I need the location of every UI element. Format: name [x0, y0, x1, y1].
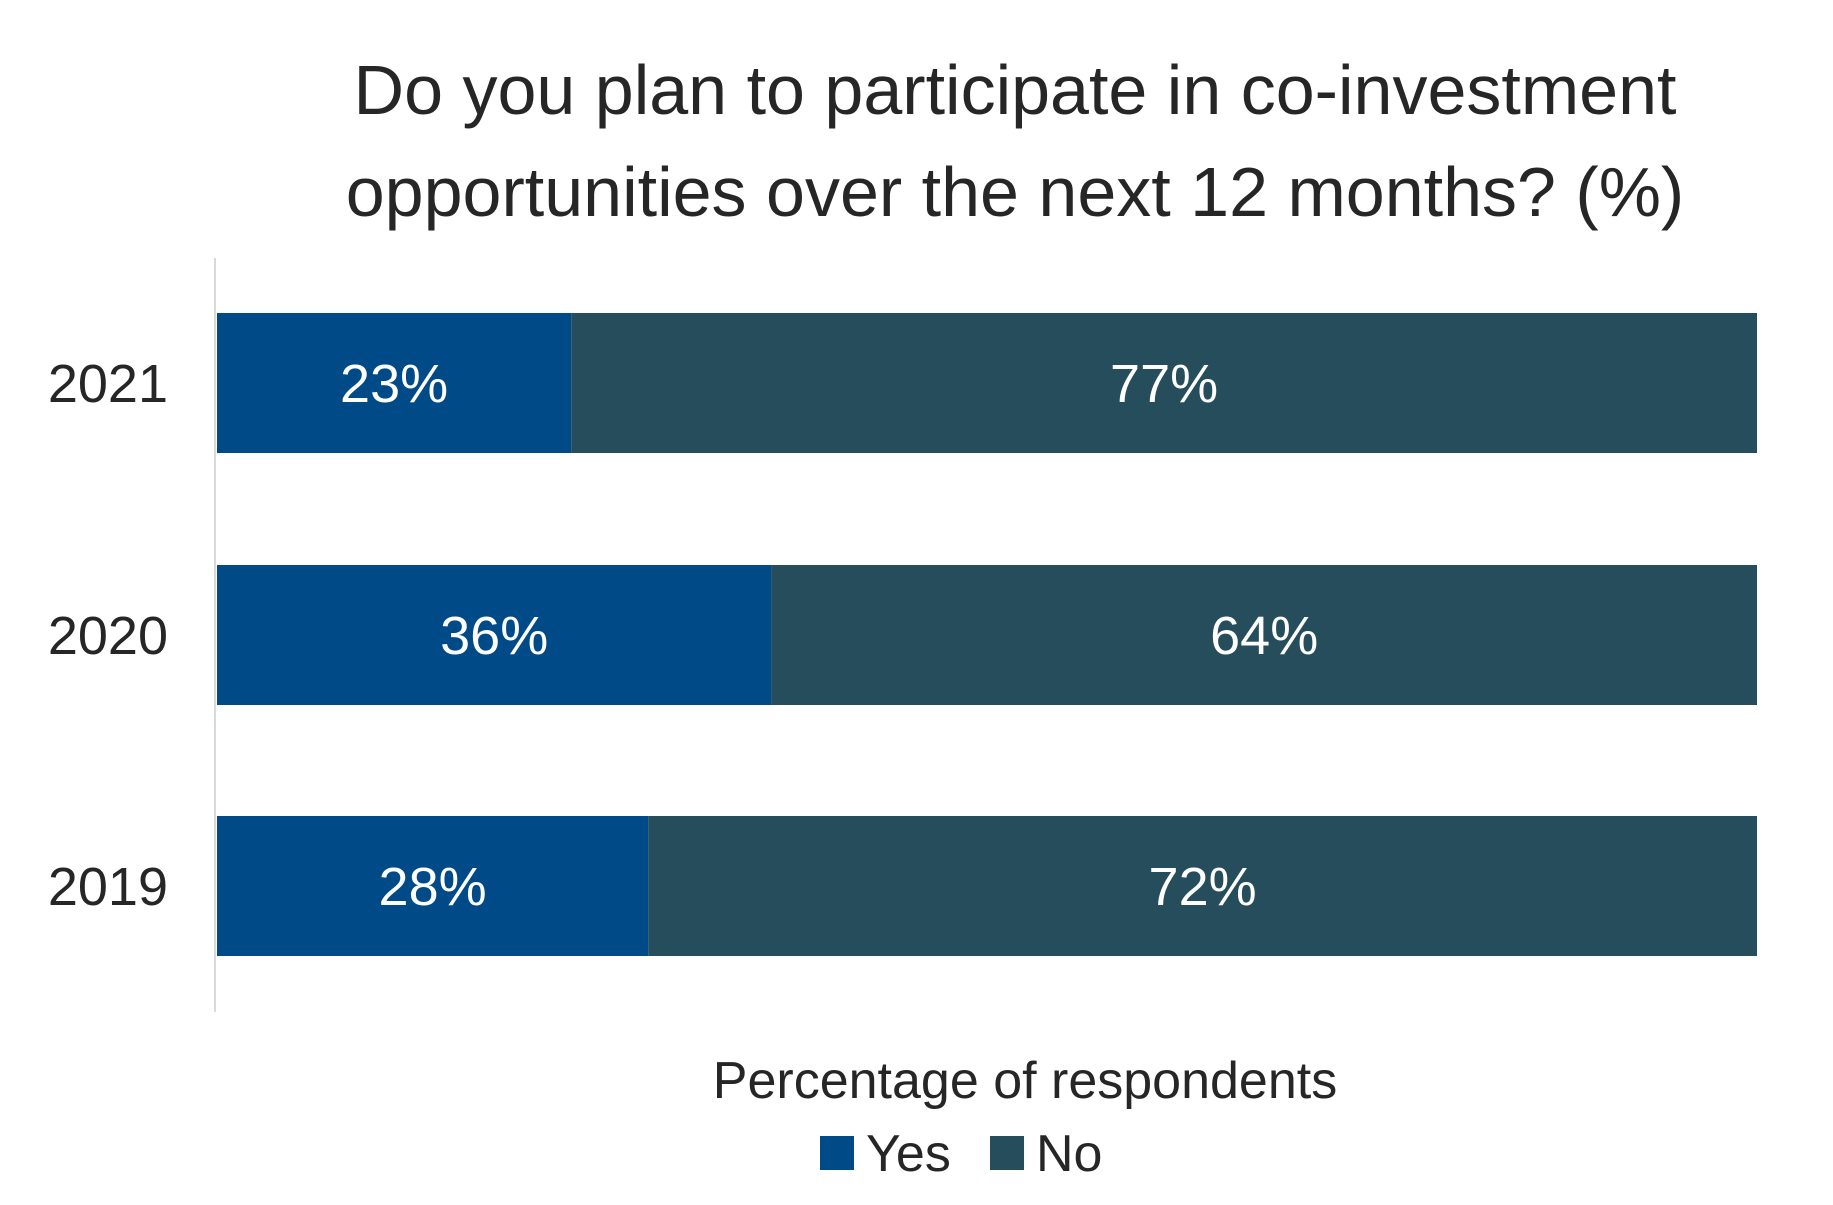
chart-title-line-1: Do you plan to participate in co-investm…: [354, 51, 1677, 129]
legend-label-no: No: [1036, 1125, 1102, 1183]
legend-swatch-yes: [820, 1136, 854, 1170]
bar-data-labels: 23% 77% 36% 64% 28% 72%: [340, 354, 1318, 917]
y-tick-label-2019: 2019: [48, 857, 168, 917]
bar-yes-2019: [217, 816, 649, 956]
bar-no-2019: [648, 816, 1758, 956]
legend-label-yes: Yes: [866, 1125, 951, 1183]
x-axis-label: Percentage of respondents: [713, 1052, 1337, 1110]
data-label-yes-2021: 23%: [340, 354, 448, 414]
data-label-no-2021: 77%: [1110, 354, 1218, 414]
y-axis-tick-labels: 2021 2020 2019: [48, 354, 168, 917]
data-label-no-2020: 64%: [1210, 606, 1318, 666]
data-label-yes-2020: 36%: [440, 606, 548, 666]
legend-swatch-no: [990, 1136, 1024, 1170]
data-label-yes-2019: 28%: [379, 857, 487, 917]
legend: Yes No: [820, 1125, 1102, 1183]
y-tick-label-2020: 2020: [48, 606, 168, 666]
bar-no-2020: [771, 565, 1757, 705]
bar-yes-2021: [217, 313, 572, 453]
bar-yes-2020: [217, 565, 772, 705]
chart-title-line-2: opportunities over the next 12 months? (…: [346, 153, 1685, 231]
chart-title: Do you plan to participate in co-investm…: [346, 51, 1685, 231]
bars: [217, 313, 1758, 956]
bar-no-2021: [571, 313, 1758, 453]
y-tick-label-2021: 2021: [48, 354, 168, 414]
data-label-no-2019: 72%: [1149, 857, 1257, 917]
